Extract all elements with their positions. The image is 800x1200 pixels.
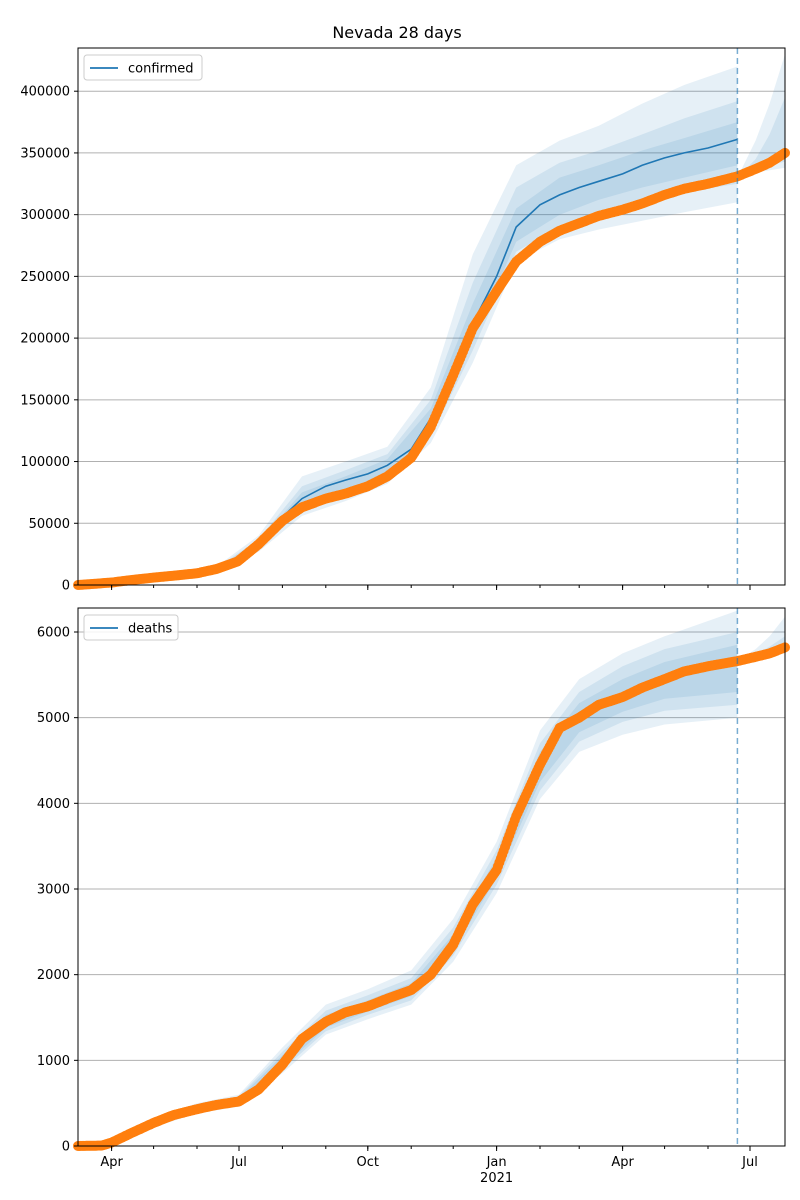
x-tick-label: Jul bbox=[230, 1155, 247, 1170]
x-tick-label: Apr bbox=[611, 1155, 634, 1170]
uncertainty-band bbox=[78, 122, 738, 585]
y-tick-label: 100000 bbox=[20, 455, 70, 470]
observed-points bbox=[73, 147, 790, 590]
y-tick-label: 0 bbox=[62, 579, 70, 594]
legend: deaths bbox=[83, 614, 179, 641]
model-line bbox=[77, 660, 738, 1147]
y-tick-label: 350000 bbox=[20, 146, 70, 161]
y-tick-label: 200000 bbox=[20, 332, 70, 347]
y-tick-label: 0 bbox=[62, 1140, 70, 1155]
uncertainty-band bbox=[78, 610, 738, 1146]
legend-label: confirmed bbox=[128, 62, 194, 77]
uncertainty-band bbox=[78, 632, 738, 1146]
legend-box bbox=[83, 54, 203, 81]
plot-frame bbox=[77, 47, 786, 586]
x-tick-label: Jan bbox=[486, 1155, 507, 1170]
legend: confirmed bbox=[83, 54, 203, 81]
y-tick-label: 2000 bbox=[37, 968, 70, 983]
x-tick-sublabel: 2021 bbox=[480, 1171, 513, 1186]
y-tick-label: 400000 bbox=[20, 85, 70, 100]
y-tick-label: 50000 bbox=[29, 517, 70, 532]
x-tick-label: Jul bbox=[741, 1155, 758, 1170]
uncertainty-band bbox=[78, 644, 738, 1146]
x-tick-label: Apr bbox=[100, 1155, 123, 1170]
y-tick-label: 3000 bbox=[37, 882, 70, 897]
legend-label: deaths bbox=[128, 622, 173, 637]
confirmed-panel: 0 50000 100000 150000 200000 250000 300000 3500… bbox=[20, 47, 790, 594]
deaths-panel: 0 1000 2000 3000 4000 5000 6000 Apr Jul Oct Jan202… bbox=[37, 607, 790, 1186]
uncertainty-band bbox=[737, 54, 785, 178]
y-tick-label: 6000 bbox=[37, 625, 70, 640]
y-tick-label: 250000 bbox=[20, 270, 70, 285]
y-tick-label: 300000 bbox=[20, 208, 70, 223]
y-tick-label: 5000 bbox=[37, 711, 70, 726]
y-tick-label: 150000 bbox=[20, 393, 70, 408]
x-tick-label: Oct bbox=[357, 1155, 379, 1170]
y-tick-label: 4000 bbox=[37, 797, 70, 812]
observed-points bbox=[73, 642, 790, 1151]
plot-frame bbox=[77, 607, 786, 1147]
uncertainty-band bbox=[78, 66, 738, 585]
y-tick-label: 1000 bbox=[37, 1054, 70, 1069]
legend-box bbox=[83, 614, 179, 641]
chart-title: Nevada 28 days bbox=[332, 23, 461, 42]
